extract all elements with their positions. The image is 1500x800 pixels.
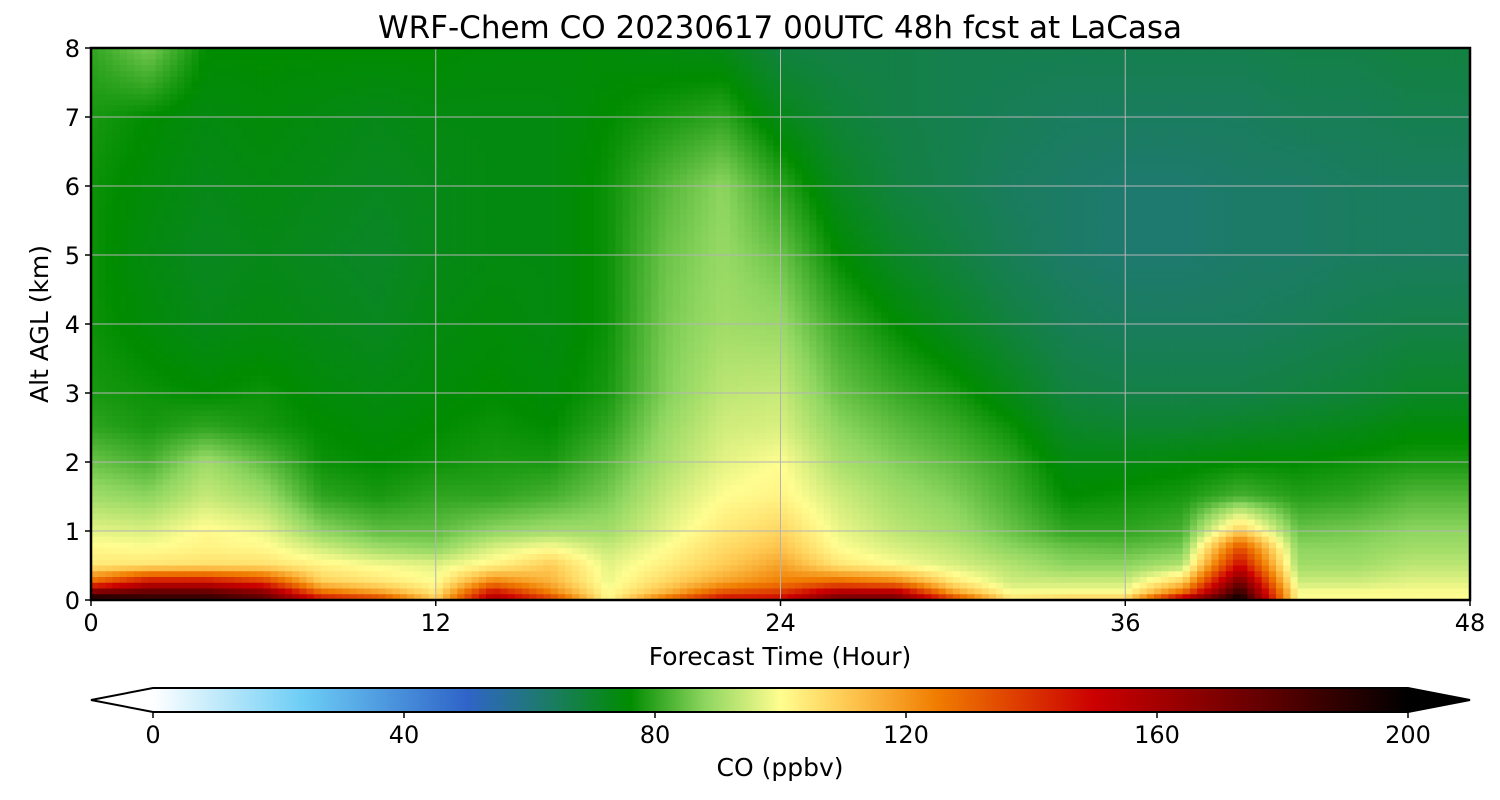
x-tick-label: 12	[420, 609, 451, 637]
x-tick-label: 48	[1455, 609, 1486, 637]
colorbar: 0 40 80 120 160 200	[90, 687, 1471, 749]
colorbar-tick-label: 80	[640, 721, 671, 749]
x-axis-label: Forecast Time (Hour)	[649, 642, 912, 671]
x-tick-label: 24	[765, 609, 796, 637]
y-tick-label: 4	[65, 311, 80, 339]
colorbar-tick-label: 40	[389, 721, 420, 749]
y-tick-label: 8	[65, 35, 80, 63]
y-axis-label: Alt AGL (km)	[25, 245, 54, 403]
x-tick-label: 0	[83, 609, 98, 637]
y-tick-label: 0	[65, 587, 80, 615]
y-tick-label: 7	[65, 104, 80, 132]
colorbar-tick-label: 0	[145, 721, 160, 749]
x-tick-label: 36	[1110, 609, 1141, 637]
y-tick-label: 6	[65, 173, 80, 201]
colorbar-gradient	[153, 688, 1408, 712]
colorbar-extend-low	[91, 688, 153, 712]
colorbar-label: CO (ppbv)	[717, 753, 844, 782]
colorbar-tick-label: 160	[1134, 721, 1180, 749]
colorbar-tick-label: 200	[1385, 721, 1431, 749]
y-tick-label: 1	[65, 518, 80, 546]
y-tick-label: 2	[65, 449, 80, 477]
x-axis: 0 12 24 36 48	[83, 600, 1485, 637]
heatmap-field	[91, 48, 1470, 600]
y-tick-label: 5	[65, 242, 80, 270]
colorbar-tick-label: 120	[883, 721, 929, 749]
y-tick-label: 3	[65, 380, 80, 408]
y-axis: 0 1 2 3 4 5 6 7 8	[65, 35, 91, 615]
colorbar-extend-high	[1408, 688, 1470, 712]
chart-title: WRF-Chem CO 20230617 00UTC 48h fcst at L…	[378, 10, 1182, 46]
